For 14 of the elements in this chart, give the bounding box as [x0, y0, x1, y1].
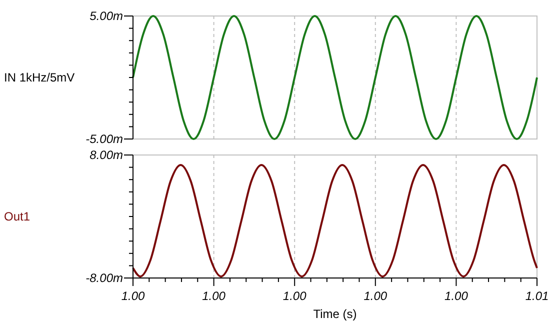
y-tick-label: -8.00m	[86, 271, 123, 286]
x-tick-label: 1.01	[525, 289, 549, 303]
x-axis-title: Time (s)	[313, 307, 357, 321]
y-tick-label: -5.00m	[86, 132, 123, 146]
x-tick-label: 1.00	[444, 289, 468, 303]
x-tick-label: 1.00	[202, 289, 226, 303]
line-series	[132, 15, 538, 140]
y-tick-label: 5.00m	[90, 9, 123, 24]
y-axis-title: Out1	[4, 210, 30, 224]
x-tick-label: 1.00	[282, 289, 307, 303]
y-axis-title: IN 1kHz/5mV	[4, 70, 75, 85]
x-tick-label: 1.00	[364, 289, 388, 303]
x-tick-label: 1.00	[121, 289, 145, 303]
y-tick-label: 8.00m	[90, 148, 123, 162]
